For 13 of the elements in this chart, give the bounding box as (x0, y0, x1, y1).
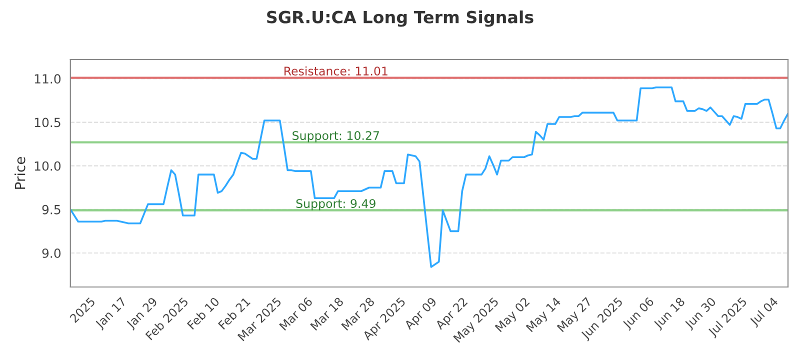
x-tick-label: Jan 17 (94, 297, 128, 331)
chart-title: SGR.U:CA Long Term Signals (267, 10, 534, 27)
y-tick-label: 11.0 (34, 74, 61, 84)
ref-line-label: Resistance: 11.01 (284, 66, 388, 76)
y-tick-label: 10.0 (34, 161, 61, 171)
y-axis-title: Price (14, 157, 26, 189)
line-series (70, 86, 788, 268)
y-tick-label: 10.5 (34, 118, 60, 128)
x-tick-label: Jul 04 (748, 296, 780, 328)
ref-line-label: Support: 9.49 (296, 199, 376, 210)
y-tick-label: 9.0 (42, 248, 61, 258)
y-tick-label: 9.5 (42, 204, 60, 214)
ref-line-label: Support: 10.27 (292, 131, 379, 142)
